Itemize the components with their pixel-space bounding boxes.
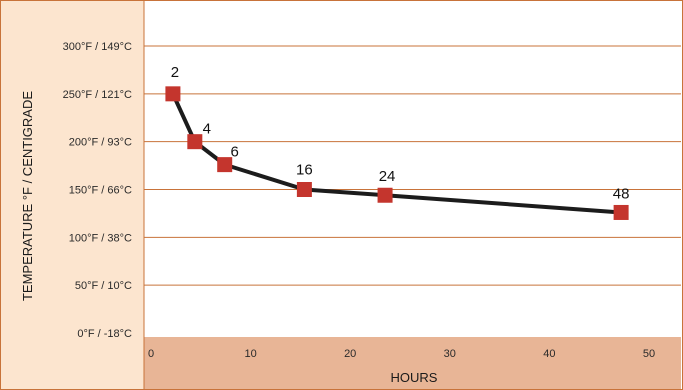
series-line bbox=[170, 91, 624, 215]
grid-lines bbox=[143, 0, 681, 390]
data-marker bbox=[165, 86, 181, 102]
x-tick-label: 10 bbox=[244, 348, 256, 360]
x-tick-labels: 0 10 20 30 40 50 bbox=[148, 348, 655, 360]
x-tick-label: 50 bbox=[643, 348, 655, 360]
x-tick-label: 30 bbox=[444, 348, 456, 360]
y-tick-label: 50°F / 10°C bbox=[75, 280, 132, 292]
data-marker bbox=[377, 187, 393, 203]
data-marker bbox=[187, 134, 203, 150]
y-tick-label: 0°F / -18°C bbox=[77, 328, 132, 340]
y-tick-label: 250°F / 121°C bbox=[63, 89, 132, 101]
data-label: 24 bbox=[379, 168, 396, 185]
data-label: 2 bbox=[171, 64, 179, 81]
data-markers bbox=[165, 86, 629, 220]
y-tick-label: 300°F / 149°C bbox=[63, 41, 132, 53]
data-marker bbox=[613, 204, 629, 220]
data-label: 4 bbox=[203, 121, 211, 138]
x-tick-label: 0 bbox=[148, 348, 154, 360]
y-label-panel bbox=[0, 0, 144, 390]
data-marker bbox=[296, 182, 312, 197]
y-axis-title: TEMPERATURE °F / CENTIGRADE bbox=[20, 91, 35, 301]
data-marker bbox=[217, 157, 233, 173]
data-label: 6 bbox=[231, 144, 239, 161]
y-tick-label: 200°F / 93°C bbox=[69, 137, 132, 149]
x-tick-label: 40 bbox=[543, 348, 555, 360]
x-axis-title: HOURS bbox=[391, 370, 438, 385]
x-axis-band bbox=[144, 337, 681, 389]
data-label: 48 bbox=[613, 185, 630, 202]
y-tick-label: 150°F / 66°C bbox=[69, 185, 132, 197]
y-tick-labels: 0°F / -18°C 50°F / 10°C 100°F / 38°C 150°F … bbox=[63, 41, 132, 340]
y-tick-label: 100°F / 38°C bbox=[69, 232, 132, 244]
data-label: 16 bbox=[296, 162, 313, 179]
x-tick-label: 20 bbox=[344, 348, 356, 360]
